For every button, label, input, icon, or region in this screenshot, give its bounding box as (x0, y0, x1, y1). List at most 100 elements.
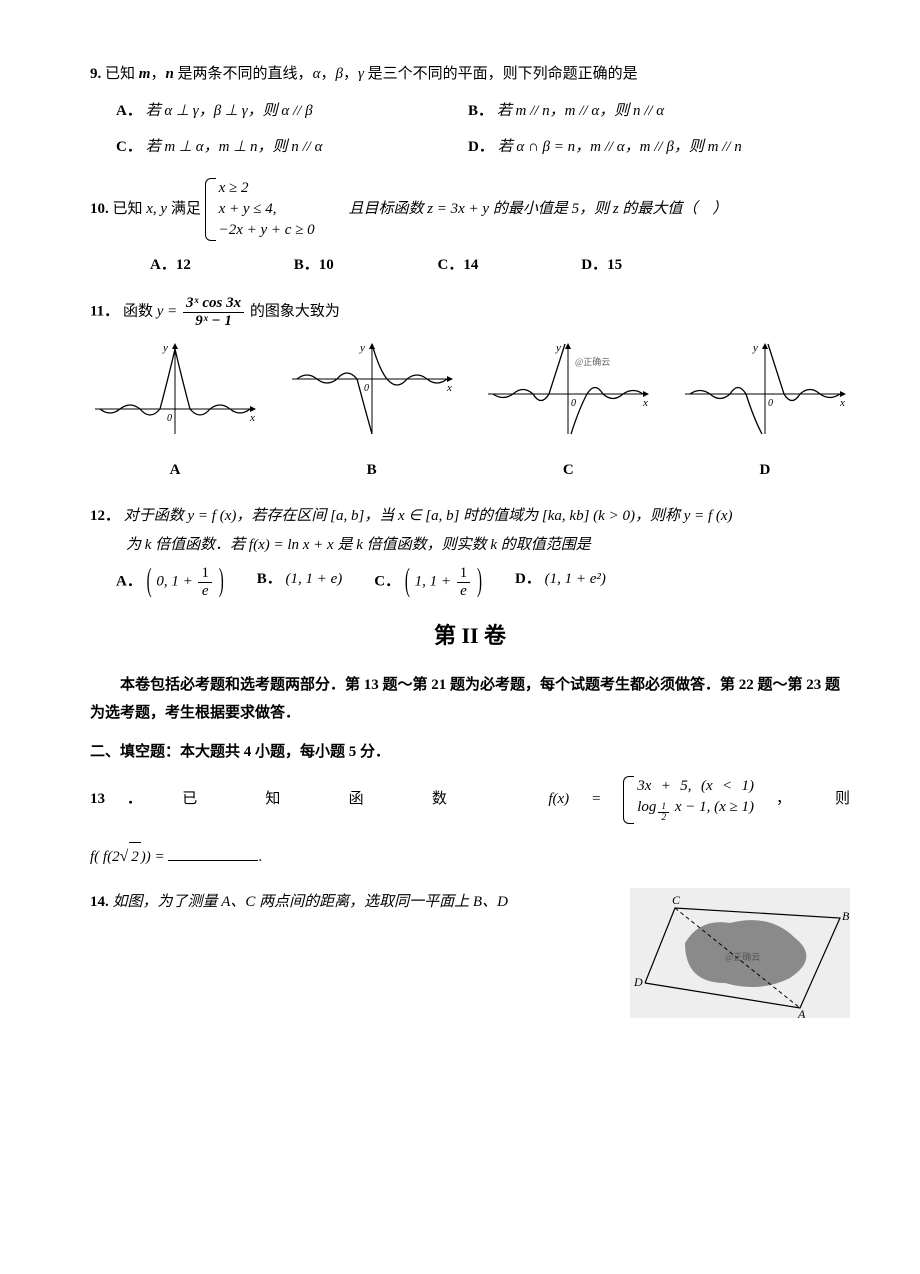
question-11: 11． 函数 y = 3ˣ cos 3x 9ˣ − 1 的图象大致为 x y 0 (90, 295, 850, 484)
question-14: C B D A @正确云 14. 如图，为了测量 A、C 两点间的距离，选取同一… (90, 888, 850, 1029)
q10-sys2: x + y ≤ 4, (219, 199, 315, 220)
q11-graph-D-svg: x y 0 (680, 339, 850, 439)
q11-label-B: B (287, 456, 457, 485)
svg-text:y: y (752, 342, 758, 354)
question-9: 9. 已知 m，n 是两条不同的直线，α，β，γ 是三个不同的平面，则下列命题正… (90, 60, 850, 162)
q10-sys3: −2x + y + c ≥ 0 (219, 220, 315, 241)
q14-number: 14. (90, 894, 109, 910)
q14-figure: C B D A @正确云 (630, 888, 850, 1029)
q9-number: 9. (90, 66, 101, 82)
part2-note: 本卷包括必考题和选考题两部分．第 13 题～第 21 题为必考题，每个试题考生都… (90, 671, 850, 728)
q11-frac-den: 9ˣ − 1 (183, 313, 244, 330)
q10-text-1: 已知 (113, 200, 147, 216)
svg-text:0: 0 (768, 398, 773, 409)
svg-text:y: y (359, 342, 365, 354)
q11-frac-num: 3ˣ cos 3x (183, 295, 244, 313)
q11-graph-B: x y 0 (287, 339, 457, 450)
q10-text-2: 满足 (167, 200, 205, 216)
q12-optA-rparen: ) (219, 551, 224, 614)
q10-vars: x, y (146, 200, 167, 216)
q13-case2-a: log (637, 799, 656, 815)
q11-graph-B-svg: x y 0 (287, 339, 457, 439)
q12-optC-frac-den: e (457, 583, 471, 600)
q11-graph-C: x y 0 @正确云 (483, 339, 653, 450)
q9-optC-text: 若 m ⊥ α，m ⊥ n，则 n // α (146, 139, 323, 155)
q13-line2-b: )) = (141, 849, 169, 865)
q11-graph-C-svg: x y 0 @正确云 (483, 339, 653, 439)
q13-case2: log12 x − 1, (x ≥ 1) (637, 797, 754, 823)
q10-optD: 15 (607, 257, 622, 273)
q9-text-6: 是三个不同的平面，则下列命题正确的是 (364, 66, 638, 82)
q11-graph-labels: A B C D (90, 456, 850, 485)
q9-text-2: ， (150, 66, 165, 82)
q13-period: . (258, 849, 262, 865)
q11-label-A: A (90, 456, 260, 485)
q9-text-3: 是两条不同的直线， (174, 66, 313, 82)
q9-text-4: ， (320, 66, 335, 82)
q11-fraction: 3ˣ cos 3x 9ˣ − 1 (183, 295, 244, 329)
q11-graph-A: x y 0 (90, 339, 260, 450)
q11-label-D: D (680, 456, 850, 485)
q10-optA: 12 (176, 257, 191, 273)
q10-optC-label: C． (438, 257, 464, 273)
q9-optB-label: B． (468, 103, 493, 119)
q12-optD-text: (1, 1 + e²) (545, 571, 606, 587)
q9-text-1: 已知 (105, 66, 139, 82)
q10-system: x ≥ 2 x + y ≤ 4, −2x + y + c ≥ 0 (205, 178, 315, 241)
q13-case2-sub-den: 2 (658, 813, 669, 823)
q12-optC-rparen: ) (477, 551, 482, 614)
q9-var-beta: β (335, 66, 342, 82)
q9-optD-label: D． (468, 139, 494, 155)
q12-optA-frac: 1 e (198, 565, 212, 599)
svg-text:0: 0 (364, 383, 369, 394)
q14-label-C: C (672, 893, 681, 907)
q14-label-A: A (797, 1007, 806, 1018)
q14-label-B: B (842, 909, 850, 923)
q13-case1: 3x + 5, (x < 1) (637, 776, 754, 797)
q12-optB-text: (1, 1 + e) (285, 571, 342, 587)
q9-optD-text: 若 α ∩ β = n，m // α，m // β，则 m // n (498, 139, 742, 155)
q11-graph-A-svg: x y 0 (90, 339, 260, 439)
q10-optB-label: B． (294, 257, 319, 273)
q12-optC-a: 1, 1 + (415, 573, 451, 589)
q10-optC: 14 (463, 257, 478, 273)
q12-optC-lparen: ( (405, 551, 410, 614)
q11-text-1: 函数 (123, 303, 157, 319)
q12-optB-label: B． (257, 571, 282, 587)
q14-figure-svg: C B D A @正确云 (630, 888, 850, 1018)
q13-line2-a: f( f(2 (90, 849, 120, 865)
q12-optC-frac-num: 1 (457, 565, 471, 583)
svg-text:0: 0 (167, 413, 172, 424)
q9-var-m: m (139, 66, 151, 82)
q10-optD-label: D． (581, 257, 607, 273)
q10-optB: 10 (319, 257, 334, 273)
q11-graphs-row: x y 0 x y 0 x (90, 339, 850, 450)
q12-stem1: 对于函数 y = f (x)，若存在区间 [a, b]，当 x ∈ [a, b]… (124, 508, 733, 524)
q9-optB-text: 若 m // n，m // α，则 n // α (497, 103, 664, 119)
q11-text-2: 的图象大致为 (250, 303, 340, 319)
q13-text-2: ， 则 (776, 791, 850, 807)
q9-optC-label: C． (116, 139, 142, 155)
q9-var-n: n (165, 66, 173, 82)
q14-label-D: D (633, 975, 643, 989)
q12-optD-label: D． (515, 571, 541, 587)
q9-optA-text: 若 α ⊥ γ，β ⊥ γ，则 α // β (146, 103, 313, 119)
q13-dot: ． (127, 791, 160, 807)
q12-optA-lparen: ( (147, 551, 152, 614)
q14-stem: 如图，为了测量 A、C 两点间的距离，选取同一平面上 B、D (113, 894, 508, 910)
q13-number: 13 (90, 791, 105, 807)
part2-section: 二、填空题：本大题共 4 小题，每小题 5 分． (90, 738, 850, 767)
q12-optA-a: 0, 1 + (156, 573, 192, 589)
svg-text:x: x (249, 412, 255, 424)
q12-optC-frac: 1 e (457, 565, 471, 599)
q10-text-3: 且目标函数 z = 3x + y 的最小值是 5，则 z 的最大值（ ） (318, 200, 727, 216)
q13-line2-sqrt: 2 (129, 842, 141, 872)
q12-optA-frac-den: e (198, 583, 212, 600)
svg-text:x: x (446, 382, 452, 394)
q9-optA-label: A． (116, 103, 142, 119)
q9-text-5: ， (343, 66, 358, 82)
q13-fx: f(x) = (548, 791, 601, 807)
q11-label-C: C (483, 456, 653, 485)
q13-text-1: 已 知 函 数 (182, 791, 526, 807)
q12-stem2: 为 k 倍值函数．若 f(x) = ln x + x 是 k 倍值函数，则实数 … (126, 531, 850, 560)
